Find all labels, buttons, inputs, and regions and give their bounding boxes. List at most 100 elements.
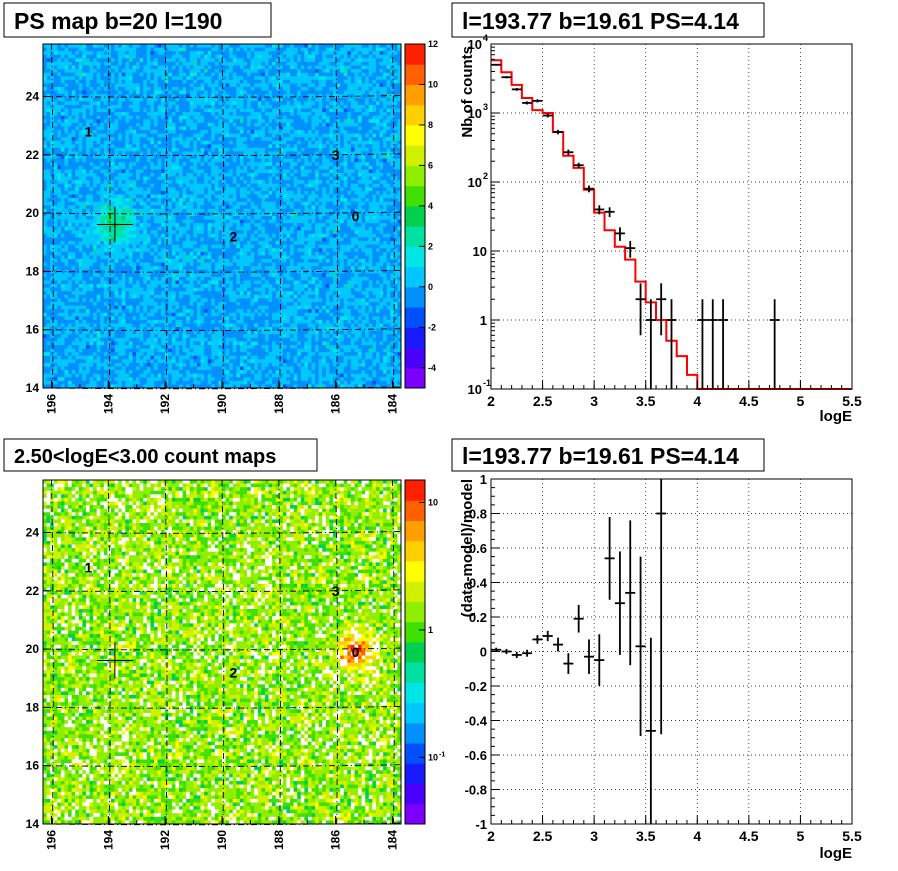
heat-cell [161, 72, 166, 77]
heat-cell [204, 83, 209, 88]
heat-cell [211, 101, 216, 106]
heat-cell [193, 201, 198, 206]
heat-cell [340, 158, 345, 163]
heat-cell [225, 112, 230, 117]
heat-cell [225, 147, 230, 152]
heat-cell [182, 58, 187, 63]
heat-cell [200, 201, 205, 206]
heat-cell [50, 147, 55, 152]
heat-cell [103, 155, 108, 160]
heat-cell [372, 140, 377, 145]
heat-cell [307, 208, 312, 213]
heat-cell [358, 79, 363, 84]
heat-cell [68, 137, 73, 142]
heat-cell [332, 194, 337, 199]
heat-cell [315, 119, 320, 124]
heat-cell [139, 61, 144, 66]
heat-cell [247, 119, 252, 124]
heat-cell [53, 69, 58, 74]
heat-cell [100, 176, 105, 181]
heat-cell [318, 65, 323, 70]
heat-cell [347, 180, 352, 185]
heat-cell [218, 65, 223, 70]
heat-cell [257, 61, 262, 66]
heat-cell [322, 137, 327, 142]
heat-cell [250, 47, 255, 52]
heat-cell [189, 51, 194, 56]
heat-cell [50, 130, 55, 134]
heat-cell [307, 65, 312, 70]
heat-cell [397, 76, 402, 81]
heat-cell [57, 61, 62, 66]
heat-cell [332, 90, 337, 95]
heat-cell [193, 158, 198, 163]
heat-cell [182, 104, 187, 109]
heat-cell [261, 165, 266, 170]
heat-cell [243, 87, 248, 91]
heat-cell [347, 158, 352, 163]
heat-cell [297, 54, 302, 59]
heat-cell [229, 69, 234, 74]
heat-cell [322, 76, 327, 81]
heat-cell [189, 162, 194, 167]
heat-cell [272, 190, 277, 195]
heat-cell [239, 44, 244, 48]
heat-cell [100, 97, 105, 102]
heat-cell [107, 58, 112, 63]
heat-cell [93, 54, 98, 59]
heat-cell [143, 144, 148, 149]
heat-cell [286, 72, 291, 77]
heat-cell [204, 122, 209, 127]
heat-cell [361, 205, 366, 210]
heat-cell [393, 97, 398, 102]
heat-cell [239, 144, 244, 149]
heat-cell [53, 201, 58, 206]
heat-cell [322, 61, 327, 66]
heat-cell [239, 180, 244, 185]
heat-cell [118, 126, 123, 131]
heat-cell [325, 108, 330, 113]
heat-cell [161, 51, 166, 56]
heat-cell [358, 133, 363, 138]
heat-cell [254, 165, 259, 170]
heat-cell [43, 190, 47, 195]
heat-cell [136, 61, 141, 66]
heat-cell [393, 198, 398, 203]
heat-cell [329, 83, 334, 88]
heat-cell [150, 201, 155, 206]
heat-cell [307, 190, 312, 195]
heat-cell [325, 155, 330, 160]
heat-cell [375, 173, 380, 177]
heat-cell [375, 44, 380, 48]
heat-cell [46, 44, 51, 48]
heat-cell [179, 162, 184, 167]
heat-cell [171, 122, 176, 127]
heat-cell [89, 183, 94, 188]
heat-cell [236, 108, 241, 113]
heat-cell [43, 83, 47, 88]
heat-cell [57, 216, 62, 220]
heat-cell [57, 72, 62, 77]
heat-cell [175, 205, 180, 210]
heat-cell [107, 61, 112, 66]
heat-cell [336, 140, 341, 145]
heat-cell [128, 180, 133, 185]
heat-cell [211, 90, 216, 95]
heat-cell [340, 115, 345, 120]
heat-cell [264, 219, 269, 224]
heat-cell [222, 69, 226, 74]
heat-cell [189, 173, 194, 177]
heat-cell [279, 108, 284, 113]
heat-cell [254, 79, 259, 84]
heat-cell [96, 112, 101, 117]
heat-cell [89, 137, 94, 142]
heat-cell [236, 201, 241, 206]
heat-cell [282, 194, 287, 199]
heat-cell [229, 173, 234, 177]
heat-cell [150, 194, 155, 199]
heat-cell [350, 72, 355, 77]
heat-cell [164, 104, 169, 109]
heat-cell [264, 94, 269, 99]
heat-cell [43, 112, 47, 117]
heat-cell [179, 158, 184, 163]
